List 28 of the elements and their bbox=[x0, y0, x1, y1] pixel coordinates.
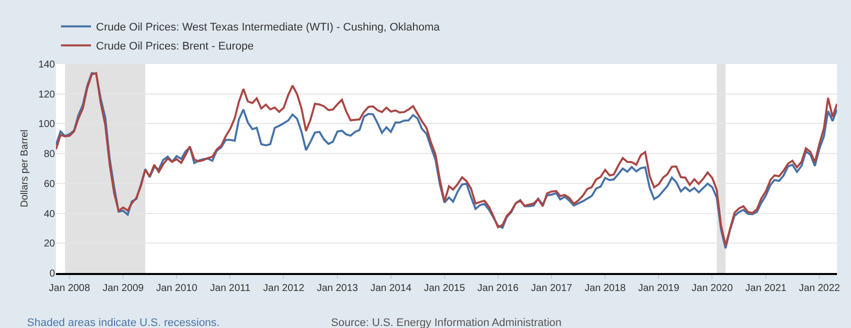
y-tick-label: 140 bbox=[38, 60, 56, 70]
y-tick-label: 0 bbox=[49, 268, 56, 280]
x-tick-label: Jan 2021 bbox=[745, 283, 787, 294]
x-tick-label: Jan 2018 bbox=[584, 283, 626, 294]
x-tick-label: Jan 2012 bbox=[263, 283, 305, 294]
y-tick-label: 120 bbox=[38, 89, 56, 100]
legend-label: Crude Oil Prices: West Texas Intermediate (WTI) - Cushing, Oklahoma bbox=[96, 22, 441, 34]
x-tick-label: Jan 2017 bbox=[531, 283, 573, 294]
y-axis-title: Dollars per Barrel bbox=[19, 130, 30, 208]
x-tick-label: Jan 2016 bbox=[477, 283, 519, 294]
x-tick-label: Jan 2008 bbox=[48, 283, 90, 294]
x-tick-label: Jan 2014 bbox=[370, 283, 412, 294]
x-tick-label: Jan 2009 bbox=[102, 283, 144, 294]
x-tick-label: Jan 2013 bbox=[316, 283, 358, 294]
source-note: Source: U.S. Energy Information Administration bbox=[331, 317, 562, 328]
y-tick-label: 40 bbox=[44, 208, 56, 220]
x-tick-label: Jan 2011 bbox=[210, 283, 251, 294]
x-tick-label: Jan 2010 bbox=[156, 283, 198, 294]
text: Shaded areas indicate U.S. recessions. bbox=[27, 317, 220, 328]
x-tick-label: Jan 2019 bbox=[638, 283, 680, 294]
y-tick-label: 80 bbox=[44, 149, 56, 160]
y-tick-label: 60 bbox=[44, 178, 56, 190]
y-tick-label: 20 bbox=[44, 238, 56, 250]
x-tick-label: Jan 2020 bbox=[692, 283, 734, 294]
legend-label: Crude Oil Prices: Brent - Europe bbox=[96, 40, 254, 53]
x-tick-label: Jan 2015 bbox=[424, 283, 466, 294]
x-tick-label: Jan 2022 bbox=[798, 283, 840, 294]
y-tick-label: 100 bbox=[38, 119, 56, 130]
